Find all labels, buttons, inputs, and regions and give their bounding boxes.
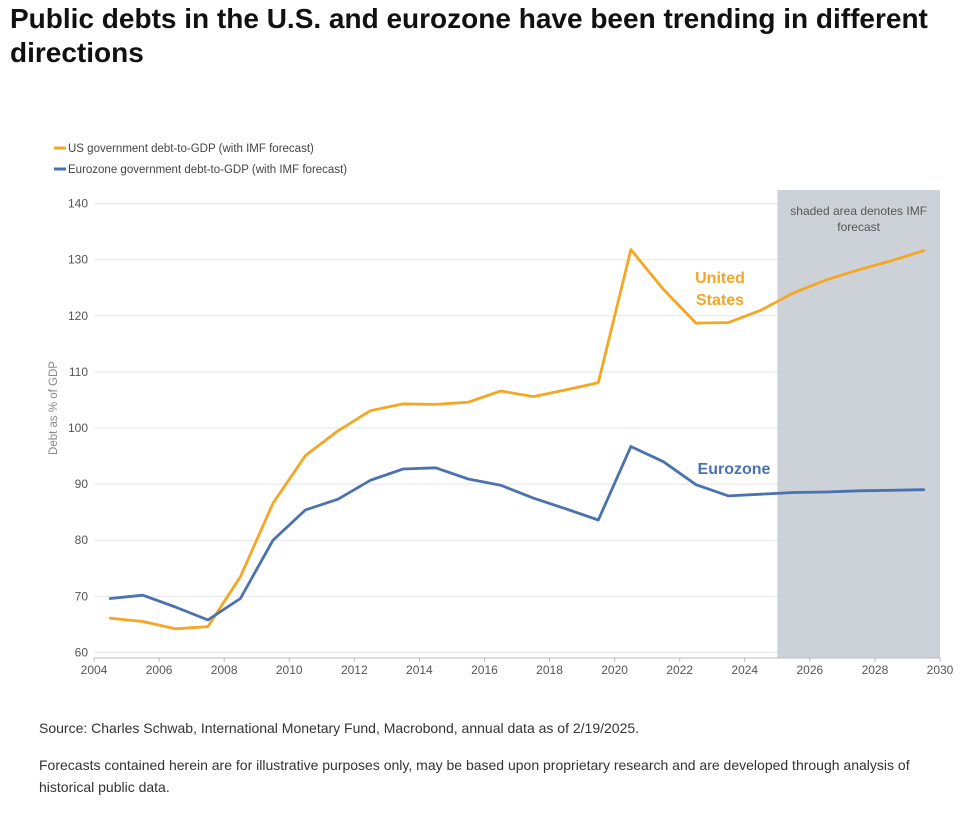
x-tick-label-2022: 2022 (666, 663, 693, 677)
x-tick-label-2004: 2004 (81, 663, 108, 677)
debt-line-chart: shaded area denotes IMF forecast 60 70 80 9… (48, 143, 954, 677)
grid-lines (94, 203, 940, 653)
series-label-us-line-1: United (695, 270, 745, 287)
y-axis-label: Debt as % of GDP (48, 361, 60, 455)
legend-label-eurozone: Eurozone government debt-to-GDP (with IM… (68, 164, 347, 176)
page-title: Public debts in the U.S. and eurozone ha… (10, 3, 928, 68)
forecast-shaded-area (777, 190, 940, 658)
x-tick-label-2028: 2028 (862, 663, 889, 677)
x-tick-label-2010: 2010 (276, 663, 303, 677)
series-line-eurozone (108, 445, 926, 622)
series-labels: United States Eurozone (695, 270, 770, 478)
x-tick-label-2016: 2016 (471, 663, 498, 677)
x-tick-label-2006: 2006 (146, 663, 173, 677)
source-note: Source: Charles Schwab, International Mo… (39, 720, 640, 736)
series-label-eurozone: Eurozone (698, 461, 771, 478)
y-tick-label-60: 60 (75, 645, 89, 659)
x-tick-label-2014: 2014 (406, 663, 433, 677)
y-tick-label-100: 100 (68, 421, 88, 435)
x-tick-label-2018: 2018 (536, 663, 563, 677)
x-tick-label-2012: 2012 (341, 663, 368, 677)
series-line-us (108, 248, 926, 631)
x-tick-label-2024: 2024 (731, 663, 758, 677)
forecast-note-line-2: forecast (837, 220, 880, 234)
series-lines (108, 248, 926, 631)
y-tick-label-120: 120 (68, 309, 88, 323)
forecast-note-line-1: shaded area denotes IMF (790, 204, 927, 218)
x-tick-label-2008: 2008 (211, 663, 238, 677)
legend-label-us: US government debt-to-GDP (with IMF fore… (68, 143, 314, 155)
y-tick-label-130: 130 (68, 253, 88, 267)
y-tick-label-110: 110 (69, 365, 88, 379)
y-tick-label-80: 80 (75, 533, 89, 547)
legend: US government debt-to-GDP (with IMF fore… (54, 143, 347, 176)
y-tick-label-90: 90 (75, 477, 89, 491)
x-tick-label-2026: 2026 (796, 663, 823, 677)
x-tick-label-2020: 2020 (601, 663, 628, 677)
x-tick-label-2030: 2030 (927, 663, 954, 677)
series-label-us-line-2: States (696, 292, 744, 309)
axes: 60 70 80 90 100 110 120 130 140 2004 2006 2008 2010 2… (68, 197, 954, 677)
y-tick-label-70: 70 (75, 589, 89, 603)
y-tick-label-140: 140 (68, 197, 88, 211)
disclaimer-note: Forecasts contained herein are for illus… (39, 757, 910, 795)
